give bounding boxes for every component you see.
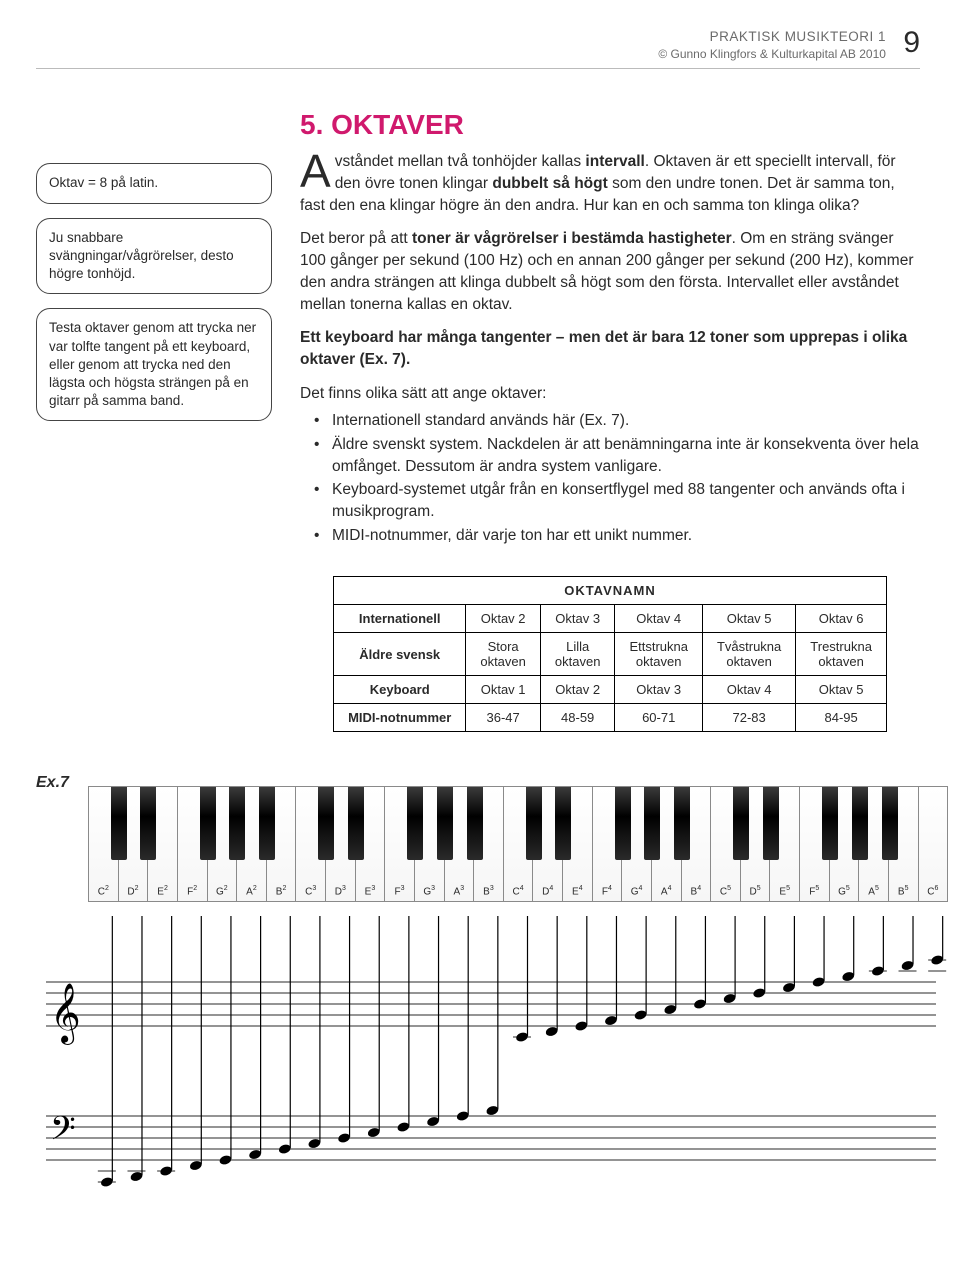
table-cell: Trestruknaoktaven xyxy=(796,633,887,676)
section-title: 5. OKTAVER xyxy=(300,109,920,141)
black-key xyxy=(733,787,749,860)
table-cell: 84-95 xyxy=(796,704,887,732)
table-cell: 60-71 xyxy=(615,704,703,732)
table-cell: Oktav 5 xyxy=(796,676,887,704)
black-key xyxy=(437,787,453,860)
black-key xyxy=(763,787,779,860)
table-caption: OKTAVNAMN xyxy=(334,577,887,605)
header-rule xyxy=(36,68,920,69)
table-cell: 48-59 xyxy=(540,704,615,732)
table-cell: Oktav 4 xyxy=(615,605,703,633)
page-number: 9 xyxy=(903,28,920,58)
paragraph-2: Det beror på att toner är vågrörelser i … xyxy=(300,228,920,315)
list-item: Äldre svenskt system. Nackdelen är att b… xyxy=(314,434,920,477)
paragraph-1: Avståndet mellan två tonhöjder kallas in… xyxy=(300,151,920,216)
black-key xyxy=(111,787,127,860)
sidebar: Oktav = 8 på latin. Ju snabbare svängnin… xyxy=(36,163,272,732)
table-cell: Oktav 3 xyxy=(540,605,615,633)
list-item: MIDI-notnummer, där varje ton har ett un… xyxy=(314,525,920,547)
table-cell: Oktav 2 xyxy=(466,605,541,633)
callout-waves: Ju snabbare svängningar/vågrörelser, des… xyxy=(36,218,272,295)
paragraph-3: Ett keyboard har många tangenter – men d… xyxy=(300,327,920,370)
octave-names-table: OKTAVNAMN InternationellOktav 2Oktav 3Ok… xyxy=(333,576,887,732)
dropcap: A xyxy=(300,151,335,192)
black-key xyxy=(822,787,838,860)
table-cell: Oktav 6 xyxy=(796,605,887,633)
black-key xyxy=(407,787,423,860)
black-key xyxy=(615,787,631,860)
page-header: PRAKTISK MUSIKTEORI 1 © Gunno Klingfors … xyxy=(36,28,920,62)
table-cell: Oktav 5 xyxy=(702,605,795,633)
black-key xyxy=(852,787,868,860)
black-key xyxy=(259,787,275,860)
table-cell: Oktav 1 xyxy=(466,676,541,704)
table-cell: Storaoktaven xyxy=(466,633,541,676)
callout-latin: Oktav = 8 på latin. xyxy=(36,163,272,203)
black-key xyxy=(318,787,334,860)
paragraph-4: Det finns olika sätt att ange oktaver: xyxy=(300,383,920,405)
table-rowhead: Äldre svensk xyxy=(334,633,466,676)
callout-test: Testa oktaver genom att trycka ner var t… xyxy=(36,308,272,421)
table-cell: Lillaoktaven xyxy=(540,633,615,676)
table-cell: Oktav 4 xyxy=(702,676,795,704)
piano-keyboard: C2D2E2F2G2A2B2C3D3E3F3G3A3B3C4D4E4F4G4A4… xyxy=(88,786,948,902)
list-item: Internationell standard används här (Ex.… xyxy=(314,410,920,432)
table-cell: 36-47 xyxy=(466,704,541,732)
octave-methods-list: Internationell standard används här (Ex.… xyxy=(314,410,920,546)
black-key xyxy=(348,787,364,860)
black-key xyxy=(229,787,245,860)
black-key xyxy=(555,787,571,860)
black-key xyxy=(526,787,542,860)
table-cell: Ettstruknaoktaven xyxy=(615,633,703,676)
black-key xyxy=(200,787,216,860)
black-key xyxy=(644,787,660,860)
black-key xyxy=(467,787,483,860)
content: 5. OKTAVER Avståndet mellan två tonhöjde… xyxy=(300,109,920,732)
black-key xyxy=(674,787,690,860)
table-cell: 72-83 xyxy=(702,704,795,732)
black-key xyxy=(140,787,156,860)
copyright-line: © Gunno Klingfors & Kulturkapital AB 201… xyxy=(658,47,886,61)
staff-diagram: 𝄞𝄢 xyxy=(36,916,920,1216)
list-item: Keyboard-systemet utgår från en konsertf… xyxy=(314,479,920,522)
table-cell: Oktav 3 xyxy=(615,676,703,704)
black-key xyxy=(882,787,898,860)
table-rowhead: MIDI-notnummer xyxy=(334,704,466,732)
table-cell: Oktav 2 xyxy=(540,676,615,704)
table-rowhead: Internationell xyxy=(334,605,466,633)
book-title: PRAKTISK MUSIKTEORI 1 xyxy=(710,29,886,44)
svg-text:𝄢: 𝄢 xyxy=(50,1111,76,1155)
table-rowhead: Keyboard xyxy=(334,676,466,704)
table-cell: Tvåstruknaoktaven xyxy=(702,633,795,676)
svg-text:𝄞: 𝄞 xyxy=(50,983,81,1045)
